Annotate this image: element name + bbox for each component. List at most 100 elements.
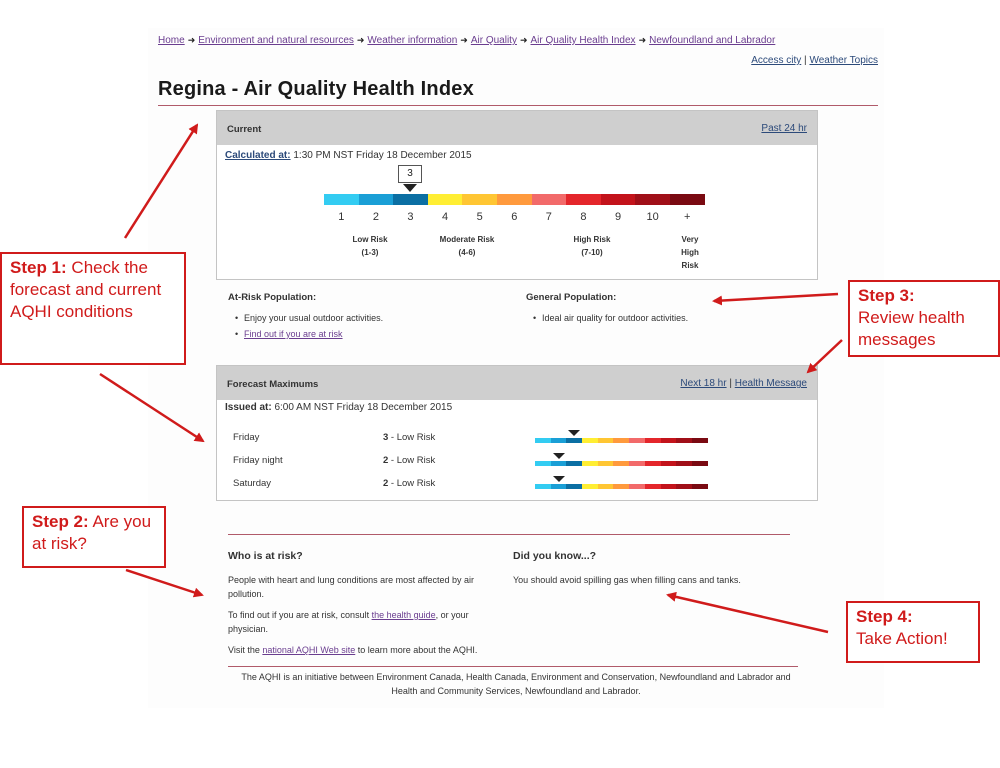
aqhi-scale-segment (531, 194, 567, 205)
forecast-risk: - Low Risk (388, 478, 436, 489)
high-risk-label: High Risk (7-10) (573, 235, 611, 257)
aqhi-scale-number: + (684, 211, 691, 223)
arrow-right-icon: ➜ (187, 35, 196, 45)
forecast-day: Friday (233, 432, 260, 443)
low-risk-label: Low Risk (1-3) (352, 235, 388, 257)
breadcrumb-environment[interactable]: Environment and natural resources (198, 35, 354, 46)
mini-scale-segment (535, 484, 551, 489)
footer-text: The AQHI is an initiative between Enviro… (241, 672, 791, 696)
forecast-row: Saturday 2 - Low Risk (233, 476, 813, 492)
forecast-risk: - Low Risk (388, 432, 436, 443)
calculated-at-value: 1:30 PM NST Friday 18 December 2015 (293, 150, 472, 161)
aqhi-scale-number: 2 (372, 211, 379, 223)
breadcrumb-weather[interactable]: Weather information (367, 35, 458, 46)
breadcrumb-air-quality[interactable]: Air Quality (470, 35, 517, 46)
mini-scale-segment (566, 461, 583, 466)
past-24hr-link[interactable]: Past 24 hr (761, 123, 807, 134)
mini-scale-segment (676, 461, 692, 466)
triangle-down-icon (403, 184, 417, 192)
national-aqhi-link[interactable]: national AQHI Web site (262, 645, 356, 655)
callout-step1: Step 1: Check the forecast and current A… (0, 252, 186, 365)
mini-scale-segment (597, 461, 614, 466)
mini-scale-segment (660, 461, 677, 466)
mini-scale-segment (613, 484, 630, 489)
forecast-mini-scale (535, 438, 708, 443)
mini-scale-segment (644, 461, 661, 466)
triangle-down-icon (552, 476, 565, 482)
forecast-value: 3 (383, 432, 389, 443)
mini-scale-segment (535, 461, 551, 466)
at-risk-message: Enjoy your usual outdoor activities. (235, 313, 508, 324)
aqhi-scale-segment (635, 194, 670, 205)
access-city-link[interactable]: Access city (751, 55, 802, 66)
aqhi-scale-number: 9 (614, 211, 622, 223)
calculated-at: Calculated at: 1:30 PM NST Friday 18 Dec… (225, 150, 472, 161)
mini-scale-segment (613, 461, 630, 466)
aqhi-scale-number: 3 (407, 211, 414, 223)
health-guide-text: To find out if you are at risk, consult … (228, 610, 469, 634)
current-heading: Current (227, 124, 262, 135)
current-aqhi-value: 3 (398, 165, 422, 183)
callout-step3: Step 3: Review health messages (848, 280, 1000, 357)
mini-scale-segment (691, 438, 708, 443)
general-message: Ideal air quality for outdoor activities… (533, 313, 806, 324)
mini-scale-segment (676, 438, 692, 443)
did-you-know-heading: Did you know...? (513, 550, 597, 562)
breadcrumb-aqhi[interactable]: Air Quality Health Index (530, 35, 636, 46)
callout-step2: Step 2: Are you at risk? (22, 506, 166, 568)
aqhi-scale-segment (496, 194, 532, 205)
weather-topics-link[interactable]: Weather Topics (809, 55, 878, 66)
arrow-right-icon: ➜ (519, 35, 528, 45)
arrow-right-icon: ➜ (460, 35, 468, 45)
aqhi-web-page: Home ➜ Environment and natural resources ➜ W… (148, 28, 884, 708)
who-at-risk-text: People with heart and lung conditions ar… (228, 575, 474, 599)
find-out-risk-link[interactable]: Find out if you are at risk (244, 329, 343, 339)
section-divider (228, 534, 790, 535)
moderate-risk-label: Moderate Risk (4-6) (439, 235, 495, 257)
link-separator: | (804, 55, 807, 66)
calculated-at-label[interactable]: Calculated at: (225, 150, 291, 161)
mini-scale-segment (582, 438, 598, 443)
aqhi-scale-number: 1 (338, 211, 345, 223)
health-guide-link[interactable]: the health guide (371, 610, 436, 620)
at-risk-messages: At-Risk Population: Enjoy your usual out… (228, 292, 508, 345)
aqhi-scale-segment (566, 194, 601, 205)
aqhi-scale-number: 4 (442, 211, 449, 223)
issued-at-label: Issued at: (225, 402, 272, 413)
mini-scale-segment (550, 484, 567, 489)
forecast-panel: Forecast Maximums Next 18 hr | Health Me… (216, 365, 818, 501)
mini-scale-segment (644, 438, 661, 443)
breadcrumb-home[interactable]: Home (158, 35, 185, 46)
next-18hr-link[interactable]: Next 18 hr (680, 378, 727, 389)
breadcrumb: Home ➜ Environment and natural resources ➜ W… (158, 35, 775, 46)
issued-at: Issued at: 6:00 AM NST Friday 18 Decembe… (225, 402, 452, 413)
mini-scale-segment (691, 461, 708, 466)
health-message-link[interactable]: Health Message (734, 378, 807, 389)
aqhi-scale-segment (669, 194, 705, 205)
forecast-risk: - Low Risk (388, 455, 436, 466)
breadcrumb-newfoundland[interactable]: Newfoundland and Labrador (649, 35, 776, 46)
aqhi-scale-number: 7 (545, 211, 552, 223)
mini-scale-segment (550, 461, 567, 466)
forecast-row: Friday night 2 - Low Risk (233, 453, 813, 469)
aqhi-scale-segment (358, 194, 394, 205)
link-separator: | (729, 378, 732, 389)
mini-scale-segment (582, 461, 598, 466)
forecast-day: Saturday (233, 478, 272, 489)
general-heading: General Population: (526, 292, 617, 303)
current-panel: Current Past 24 hr Calculated at: 1:30 P… (216, 110, 818, 280)
mini-scale-segment (691, 484, 708, 489)
aqhi-scale-number: 5 (476, 211, 483, 223)
mini-scale-segment (566, 438, 583, 443)
did-you-know-section: Did you know...? You should avoid spilli… (513, 549, 803, 594)
aqhi-scale-segment (462, 194, 497, 205)
mini-scale-segment (613, 438, 630, 443)
mini-scale-segment (597, 438, 614, 443)
title-divider (158, 105, 878, 106)
mini-scale-segment (550, 438, 567, 443)
triangle-down-icon (568, 430, 581, 436)
who-at-risk-section: Who is at risk? People with heart and lu… (228, 549, 500, 664)
mini-scale-segment (582, 484, 598, 489)
forecast-value: 2 (383, 478, 389, 489)
aqhi-scale-segment (600, 194, 636, 205)
